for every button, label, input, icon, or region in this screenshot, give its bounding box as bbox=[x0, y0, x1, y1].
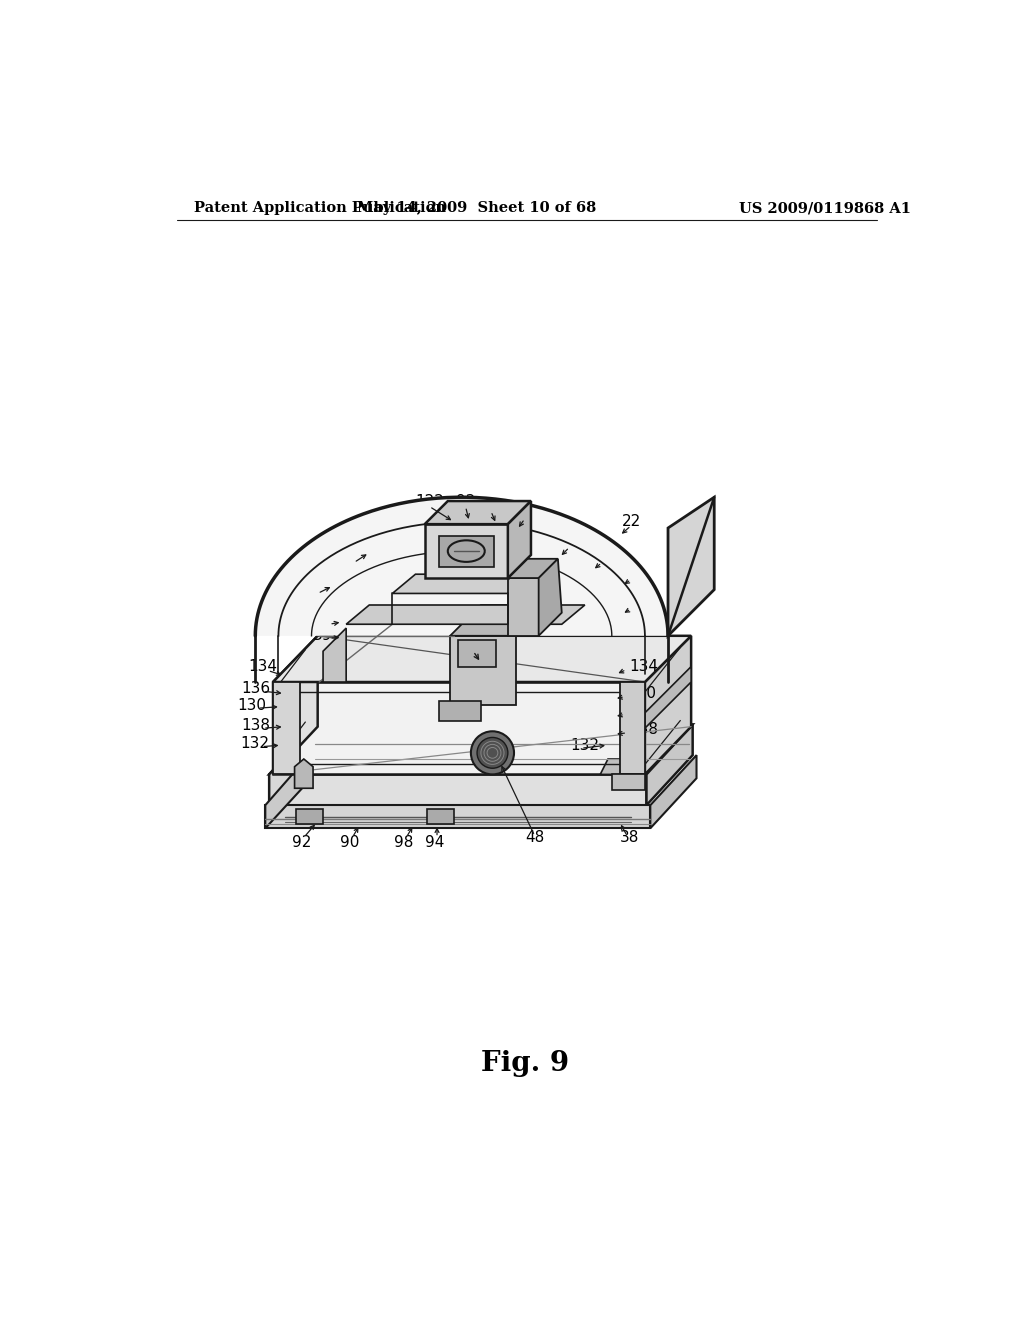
Text: 132: 132 bbox=[241, 737, 269, 751]
Polygon shape bbox=[273, 636, 691, 682]
Polygon shape bbox=[600, 759, 643, 775]
Polygon shape bbox=[273, 636, 317, 775]
Circle shape bbox=[471, 731, 514, 775]
Text: 122: 122 bbox=[415, 494, 443, 508]
Text: Fig. 9: Fig. 9 bbox=[480, 1049, 569, 1077]
Circle shape bbox=[477, 738, 508, 768]
Polygon shape bbox=[323, 628, 346, 682]
Text: 34: 34 bbox=[622, 568, 641, 583]
Text: US 2009/0119868 A1: US 2009/0119868 A1 bbox=[739, 202, 911, 215]
Text: 138: 138 bbox=[242, 718, 270, 734]
Text: 30: 30 bbox=[622, 598, 641, 612]
Polygon shape bbox=[645, 667, 691, 729]
Text: 38: 38 bbox=[620, 830, 639, 845]
Polygon shape bbox=[650, 755, 696, 829]
Polygon shape bbox=[269, 725, 692, 775]
Text: 90: 90 bbox=[340, 834, 359, 850]
Polygon shape bbox=[255, 498, 668, 636]
Text: 35: 35 bbox=[302, 582, 322, 597]
Text: 70: 70 bbox=[592, 552, 611, 566]
Polygon shape bbox=[611, 775, 645, 789]
Polygon shape bbox=[508, 558, 558, 578]
Polygon shape bbox=[269, 775, 646, 805]
Polygon shape bbox=[539, 558, 562, 636]
Polygon shape bbox=[346, 605, 585, 624]
Text: 130: 130 bbox=[628, 686, 656, 701]
Polygon shape bbox=[265, 755, 309, 829]
Polygon shape bbox=[668, 498, 714, 636]
Polygon shape bbox=[295, 759, 313, 788]
Polygon shape bbox=[438, 536, 494, 566]
Text: 98: 98 bbox=[394, 834, 414, 850]
Text: 42: 42 bbox=[628, 704, 646, 719]
Text: 22: 22 bbox=[622, 515, 641, 529]
Text: 94: 94 bbox=[481, 499, 501, 513]
Polygon shape bbox=[451, 636, 515, 705]
Polygon shape bbox=[425, 502, 531, 524]
Polygon shape bbox=[392, 574, 531, 594]
Text: 33: 33 bbox=[313, 612, 333, 628]
Text: 94: 94 bbox=[425, 834, 444, 850]
Text: 130: 130 bbox=[238, 697, 266, 713]
Polygon shape bbox=[508, 502, 531, 578]
Polygon shape bbox=[273, 682, 645, 775]
Polygon shape bbox=[646, 725, 692, 805]
Text: 126: 126 bbox=[333, 552, 362, 566]
Polygon shape bbox=[508, 578, 539, 636]
Text: May 14, 2009  Sheet 10 of 68: May 14, 2009 Sheet 10 of 68 bbox=[357, 202, 597, 215]
Polygon shape bbox=[425, 524, 508, 578]
Text: 132: 132 bbox=[570, 738, 599, 752]
Polygon shape bbox=[269, 725, 315, 805]
Text: 48: 48 bbox=[525, 830, 545, 845]
Polygon shape bbox=[451, 605, 547, 636]
Polygon shape bbox=[620, 682, 645, 775]
Text: 136: 136 bbox=[242, 681, 270, 696]
Text: 36: 36 bbox=[560, 536, 580, 550]
Polygon shape bbox=[427, 809, 454, 825]
Polygon shape bbox=[645, 636, 691, 775]
Polygon shape bbox=[458, 640, 497, 667]
Text: 134: 134 bbox=[249, 659, 278, 675]
Polygon shape bbox=[265, 805, 650, 829]
Polygon shape bbox=[438, 701, 481, 721]
Text: 92: 92 bbox=[456, 494, 475, 508]
Text: 102: 102 bbox=[510, 507, 540, 521]
Polygon shape bbox=[296, 809, 323, 825]
Text: 138: 138 bbox=[630, 722, 658, 738]
Text: 39: 39 bbox=[313, 628, 333, 643]
Text: 134: 134 bbox=[630, 659, 658, 675]
Text: 92: 92 bbox=[292, 834, 311, 850]
Polygon shape bbox=[273, 682, 300, 775]
Text: Patent Application Publication: Patent Application Publication bbox=[194, 202, 445, 215]
